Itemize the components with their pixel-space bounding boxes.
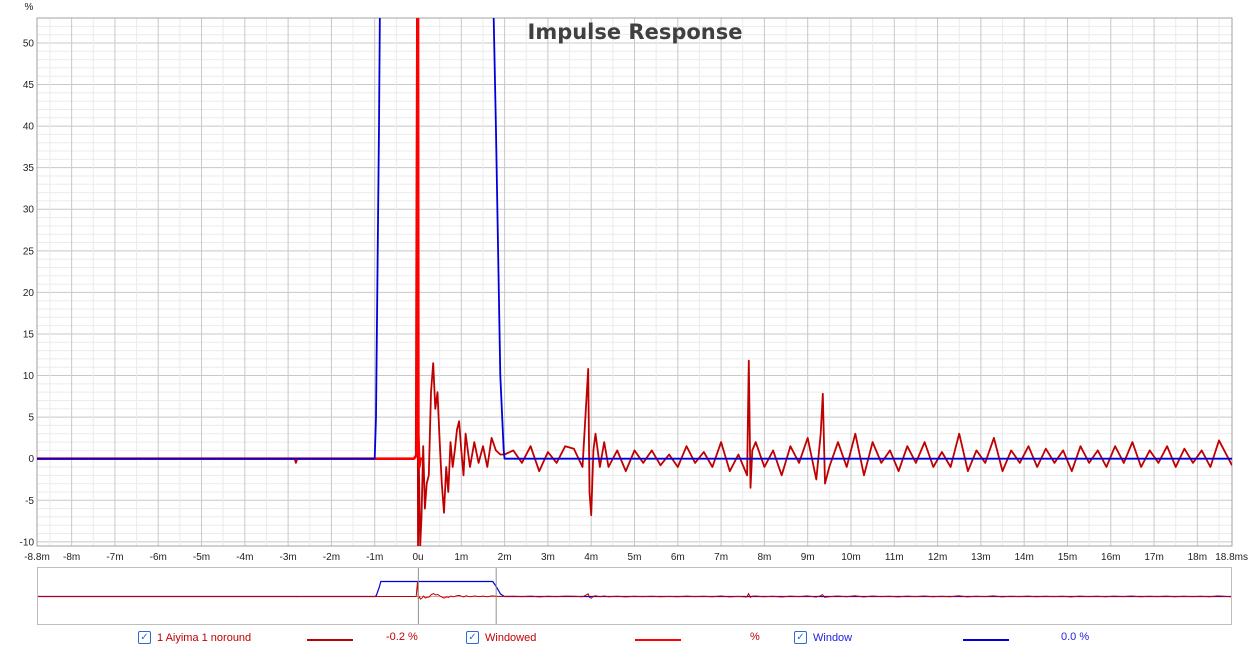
x-tick-label: 0u xyxy=(412,552,423,563)
y-tick-label: 40 xyxy=(23,122,35,133)
overview-navigator[interactable] xyxy=(37,567,1232,625)
y-tick-label: 10 xyxy=(23,371,35,382)
x-tick-label: 5m xyxy=(628,552,642,563)
x-tick-label: 6m xyxy=(671,552,685,563)
series-line-windowed xyxy=(37,18,423,469)
impulse-response-chart[interactable]: Impulse Response % -8.8m -8m -7m -6m -5m -4m -… xyxy=(0,0,1250,567)
overview-impulse xyxy=(38,568,1232,624)
axes xyxy=(36,17,1233,547)
legend-label: Window xyxy=(813,631,853,644)
legend-swatch xyxy=(635,639,681,641)
x-tick-label: -4m xyxy=(236,552,253,563)
checkbox-checked-icon[interactable]: ✓ xyxy=(794,631,807,644)
legend-value: 0.0 % xyxy=(1061,631,1090,643)
x-tick-label: -7m xyxy=(106,552,123,563)
x-tick-label: 12m xyxy=(928,552,947,563)
checkbox-checked-icon[interactable]: ✓ xyxy=(138,631,151,644)
y-tick-label: 35 xyxy=(23,163,35,174)
grid xyxy=(37,17,1232,546)
series-line-window xyxy=(37,18,1232,460)
plot-border xyxy=(36,17,1233,547)
y-tick-label: 20 xyxy=(23,288,35,299)
x-tick-label: 9m xyxy=(801,552,815,563)
x-tick-label: 1m xyxy=(454,552,468,563)
x-tick-label: 18m xyxy=(1188,552,1207,563)
legend-swatch xyxy=(307,639,353,641)
x-tick-label: -2m xyxy=(323,552,340,563)
x-tick-label: 10m xyxy=(841,552,860,563)
overview-impulse-line xyxy=(38,581,1232,600)
y-tick-label: 45 xyxy=(23,80,35,91)
y-tick-label: 0 xyxy=(28,454,34,465)
legend-value: % xyxy=(750,631,760,643)
legend-item-window[interactable]: ✓ Window xyxy=(794,631,852,644)
series-lines xyxy=(37,18,1232,546)
legend-value: -0.2 % xyxy=(386,631,418,643)
x-tick-label: -5m xyxy=(193,552,210,563)
x-tick-label: 2m xyxy=(498,552,512,563)
legend: ✓ 1 Aiyima 1 noround -0.2 % ✓ Windowed %… xyxy=(0,628,1250,650)
x-tick-label: -3m xyxy=(280,552,297,563)
x-tick-label: 4m xyxy=(584,552,598,563)
x-tick-label: 8m xyxy=(757,552,771,563)
chart-title: Impulse Response xyxy=(528,20,743,44)
x-tick-label: -1m xyxy=(366,552,383,563)
x-tick-label: 16m xyxy=(1101,552,1120,563)
x-tick-label: 15m xyxy=(1058,552,1077,563)
x-tick-label: -8m xyxy=(63,552,80,563)
y-tick-label: -5 xyxy=(25,496,34,507)
x-tick-label: 7m xyxy=(714,552,728,563)
x-tick-label: 14m xyxy=(1014,552,1033,563)
series-line-1-aiyima-1-noround xyxy=(37,18,1232,546)
legend-label: Windowed xyxy=(485,631,537,644)
x-tick-labels: -8.8m -8m -7m -6m -5m -4m -3m -2m -1m 0u 1m 2m 3m 4m 5… xyxy=(24,552,1248,563)
x-tick-label: 11m xyxy=(885,552,904,563)
x-tick-label: 18.8ms xyxy=(1215,552,1248,563)
y-tick-label: 25 xyxy=(23,246,35,257)
y-tick-label: 30 xyxy=(23,205,35,216)
checkbox-checked-icon[interactable]: ✓ xyxy=(466,631,479,644)
y-tick-label: 50 xyxy=(23,38,35,49)
y-tick-labels: -10 -5 0 5 10 15 20 25 30 35 40 45 50 xyxy=(20,38,35,548)
y-tick-label: -10 xyxy=(20,537,35,548)
x-tick-label: 3m xyxy=(541,552,555,563)
y-axis-unit-label: % xyxy=(25,2,34,13)
x-tick-label: -6m xyxy=(150,552,167,563)
x-tick-label: 13m xyxy=(971,552,990,563)
x-tick-label: -8.8m xyxy=(24,552,50,563)
legend-label: 1 Aiyima 1 noround xyxy=(157,631,252,644)
legend-item-windowed[interactable]: ✓ Windowed xyxy=(466,631,536,644)
x-tick-label: 17m xyxy=(1144,552,1163,563)
legend-item-aiyima[interactable]: ✓ 1 Aiyima 1 noround xyxy=(138,631,251,644)
y-tick-label: 5 xyxy=(28,413,34,424)
legend-swatch xyxy=(963,639,1009,641)
y-tick-label: 15 xyxy=(23,329,35,340)
